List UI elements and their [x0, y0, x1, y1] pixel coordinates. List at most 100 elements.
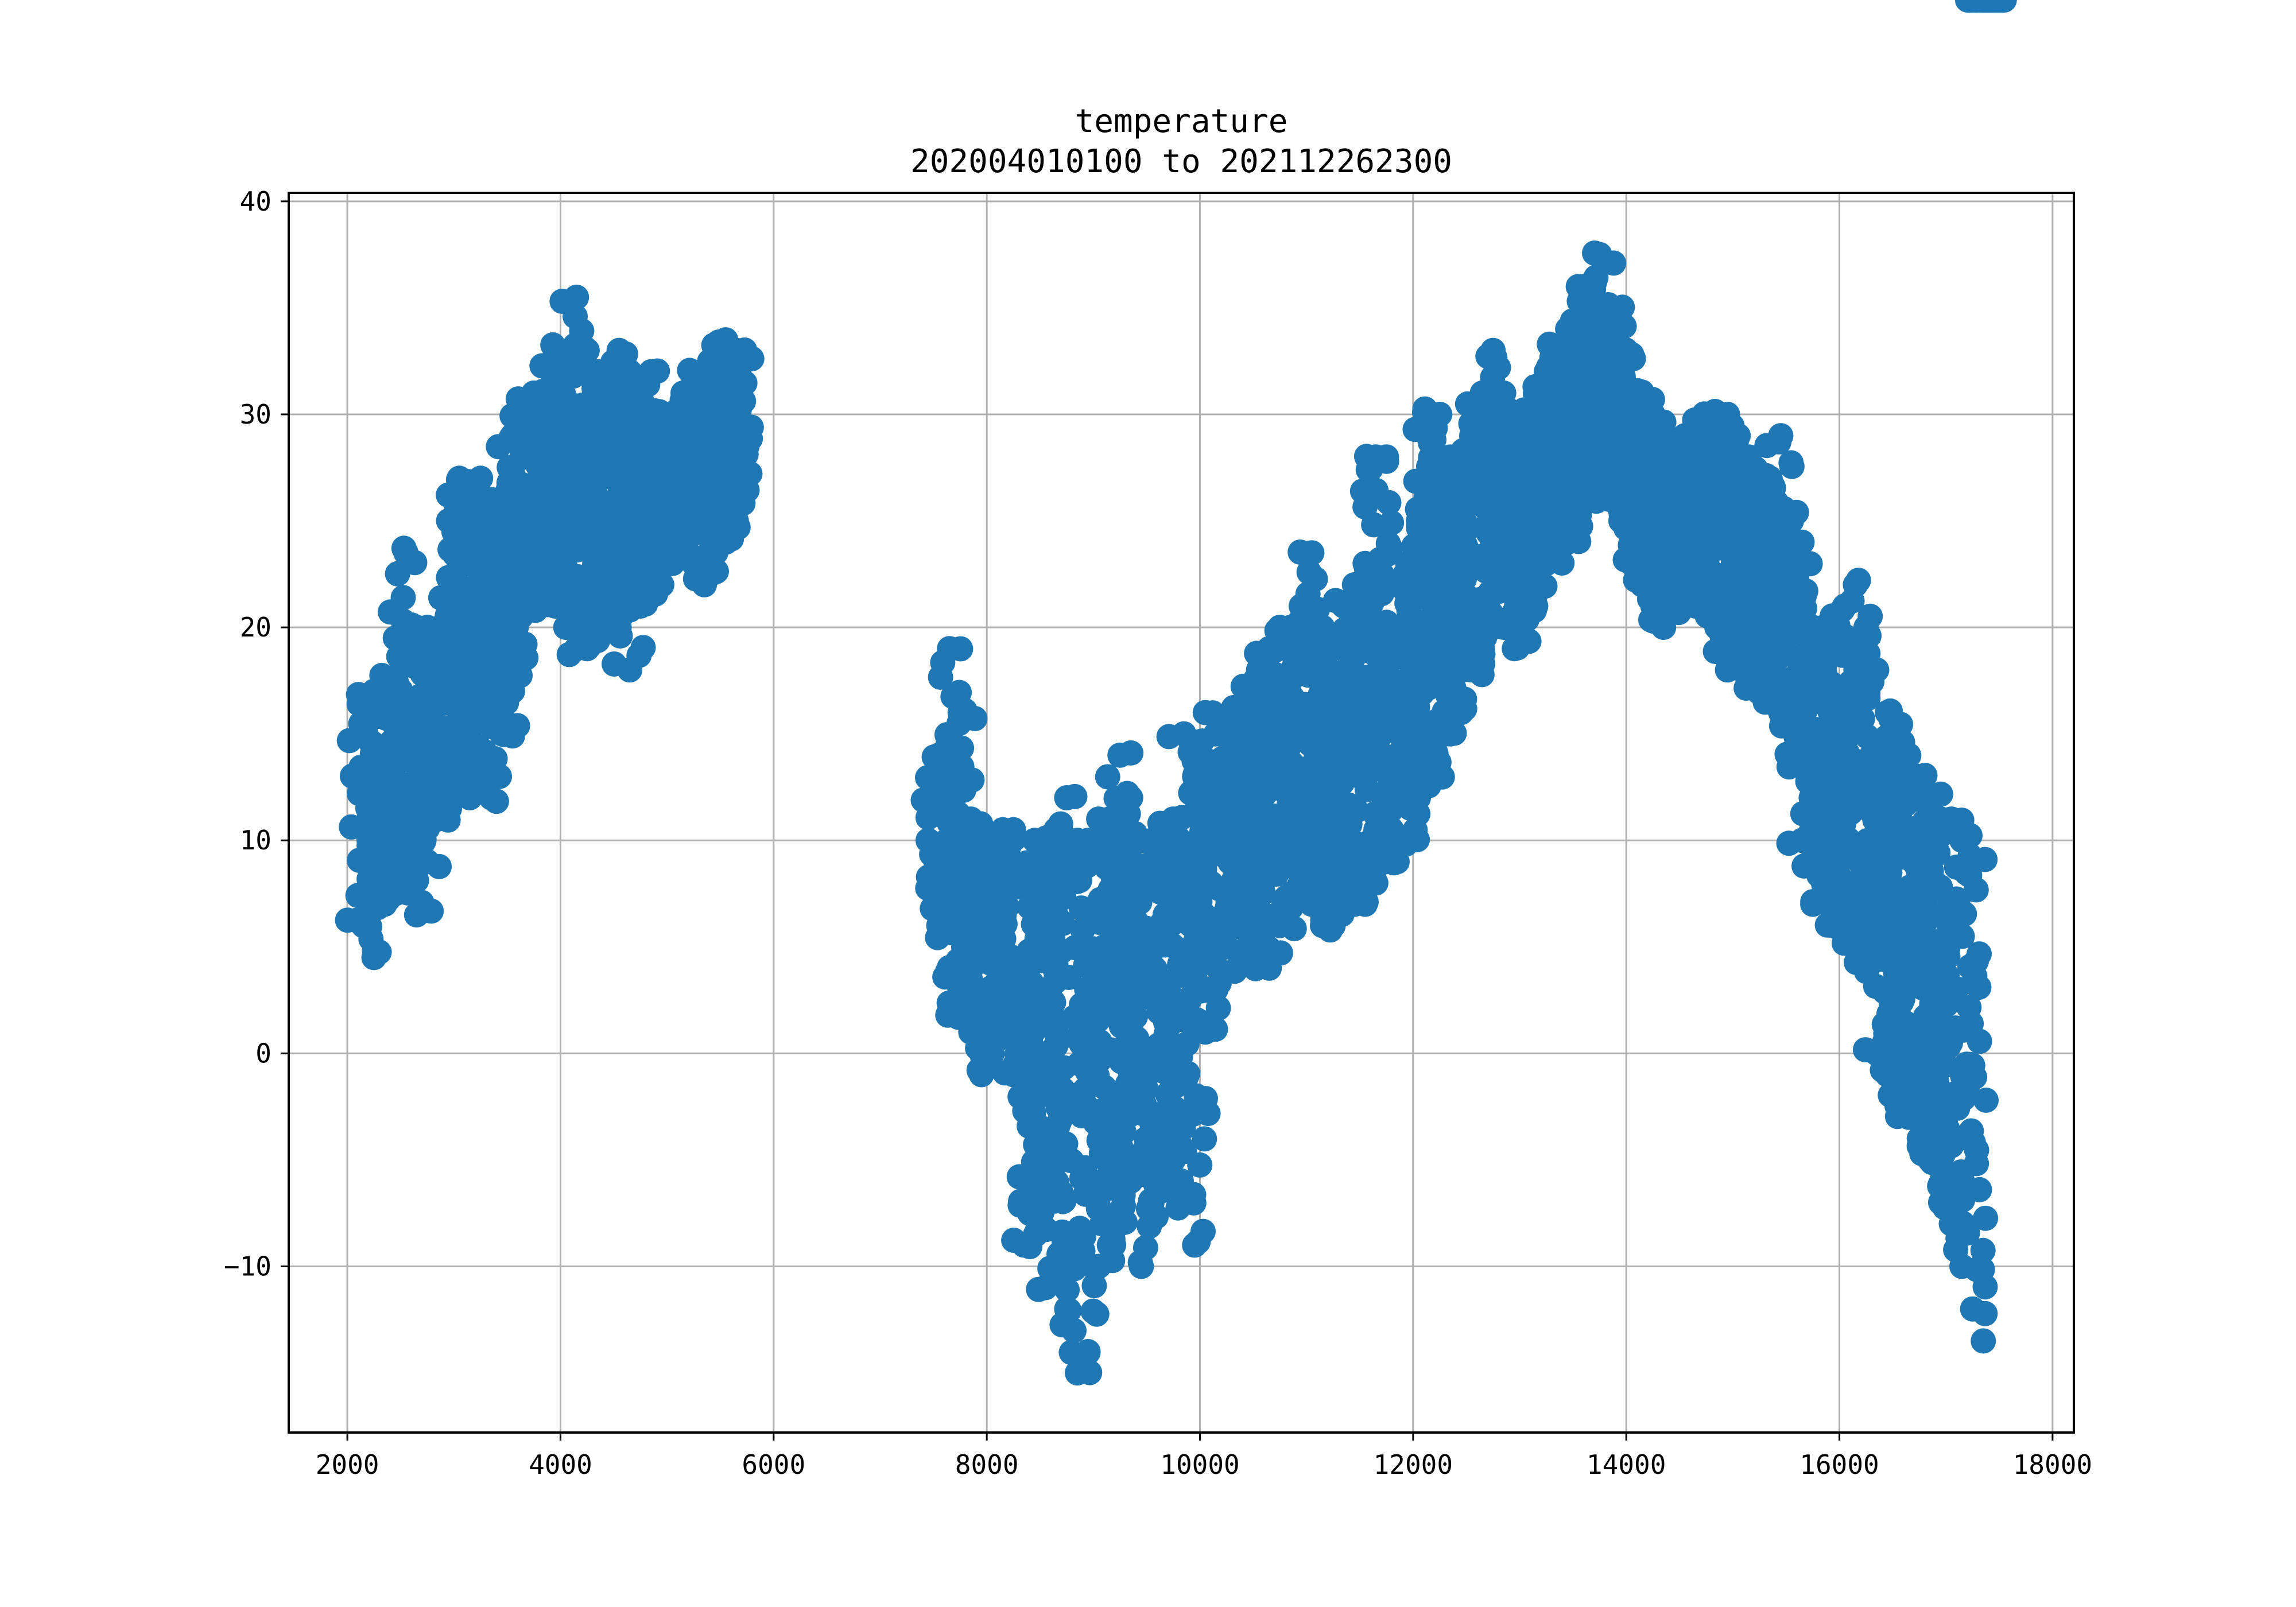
data-point: [1073, 1093, 1099, 1119]
y-tick-label: 30: [240, 399, 272, 430]
x-tick-label: 16000: [1799, 1449, 1879, 1480]
data-point: [1960, 849, 1985, 875]
data-point: [1533, 550, 1559, 576]
data-point: [947, 680, 972, 705]
data-point: [1948, 1159, 1974, 1185]
data-point: [1339, 665, 1365, 690]
data-point: [606, 337, 632, 363]
data-point: [1494, 500, 1519, 525]
data-point: [1296, 559, 1322, 585]
data-point: [1000, 817, 1026, 843]
data-point: [1172, 1139, 1197, 1165]
data-point: [1969, 1256, 1995, 1282]
data-point: [1469, 636, 1495, 662]
data-point: [1193, 1086, 1218, 1112]
data-point: [482, 746, 508, 771]
data-point: [1174, 1031, 1200, 1057]
data-point: [1050, 1189, 1076, 1214]
y-tick-label: 0: [255, 1038, 272, 1069]
data-point: [1316, 659, 1341, 685]
data-point: [1174, 1063, 1200, 1089]
data-point: [1061, 1318, 1087, 1344]
x-tick-label: 10000: [1160, 1449, 1239, 1480]
data-point: [1555, 529, 1581, 555]
data-point: [1064, 869, 1090, 895]
data-point: [1587, 242, 1612, 267]
x-tick-label: 18000: [2013, 1449, 2092, 1480]
data-point: [996, 943, 1022, 969]
data-point: [1903, 919, 1929, 945]
data-point: [1904, 1035, 1930, 1061]
data-point: [1893, 899, 1919, 925]
data-point: [1885, 721, 1911, 747]
data-point: [1967, 1177, 1992, 1202]
data-point: [1296, 692, 1321, 718]
data-point: [1779, 508, 1804, 534]
data-point: [638, 359, 664, 385]
data-point: [1608, 337, 1634, 363]
data-point: [1406, 785, 1432, 810]
data-point: [1211, 760, 1237, 786]
data-point: [361, 945, 387, 971]
data-point: [713, 529, 739, 555]
data-point: [1502, 636, 1527, 662]
data-point: [1041, 848, 1066, 874]
data-point: [1075, 1339, 1101, 1364]
data-point: [1583, 265, 1609, 290]
y-tick-label: 20: [240, 612, 272, 643]
data-point: [393, 540, 419, 566]
data-point: [1565, 487, 1591, 513]
data-point: [1169, 805, 1194, 830]
data-point: [421, 645, 447, 671]
data-point: [1491, 380, 1517, 406]
data-point: [1789, 529, 1815, 555]
y-tick-label: 10: [240, 825, 272, 856]
data-point: [1721, 473, 1747, 499]
data-point: [1352, 891, 1378, 917]
data-point: [1448, 700, 1474, 725]
data-point: [1640, 402, 1666, 427]
data-point: [1053, 1131, 1079, 1157]
data-point: [1068, 895, 1094, 921]
data-point: [1562, 351, 1588, 376]
data-point: [1181, 1182, 1207, 1208]
data-point: [1927, 1173, 1953, 1199]
data-point: [1427, 763, 1453, 789]
data-point: [380, 837, 406, 863]
data-point: [1040, 870, 1065, 895]
data-point: [1455, 516, 1480, 541]
data-point: [1853, 615, 1879, 641]
data-point: [1043, 1033, 1068, 1059]
data-point: [1949, 1253, 1975, 1279]
data-point: [1133, 1076, 1159, 1102]
data-point: [1065, 1360, 1090, 1386]
data-point: [1192, 700, 1218, 725]
x-tick-label: 12000: [1374, 1449, 1453, 1480]
data-point: [1375, 531, 1401, 557]
x-tick-label: 4000: [529, 1449, 592, 1480]
data-point: [943, 902, 968, 928]
data-point: [468, 465, 494, 491]
data-point: [1401, 533, 1427, 559]
data-point: [1978, 0, 2004, 13]
data-point: [1938, 806, 1964, 832]
data-point: [1007, 1084, 1033, 1109]
data-point: [1970, 1237, 1996, 1263]
data-point: [1678, 535, 1704, 561]
data-point: [1960, 1296, 1985, 1322]
data-point: [1139, 1190, 1165, 1216]
data-point: [1086, 1253, 1112, 1279]
data-point: [937, 636, 963, 662]
data-point: [941, 741, 967, 767]
data-point: [1973, 1088, 1999, 1113]
data-point: [1250, 880, 1276, 906]
data-point: [1248, 779, 1274, 805]
chart-subtitle: 202004010100 to 202112262300: [910, 143, 1452, 180]
data-point: [1043, 951, 1069, 977]
data-point: [350, 716, 375, 742]
data-point: [723, 508, 749, 534]
data-point: [1927, 874, 1953, 900]
data-point: [404, 902, 429, 928]
